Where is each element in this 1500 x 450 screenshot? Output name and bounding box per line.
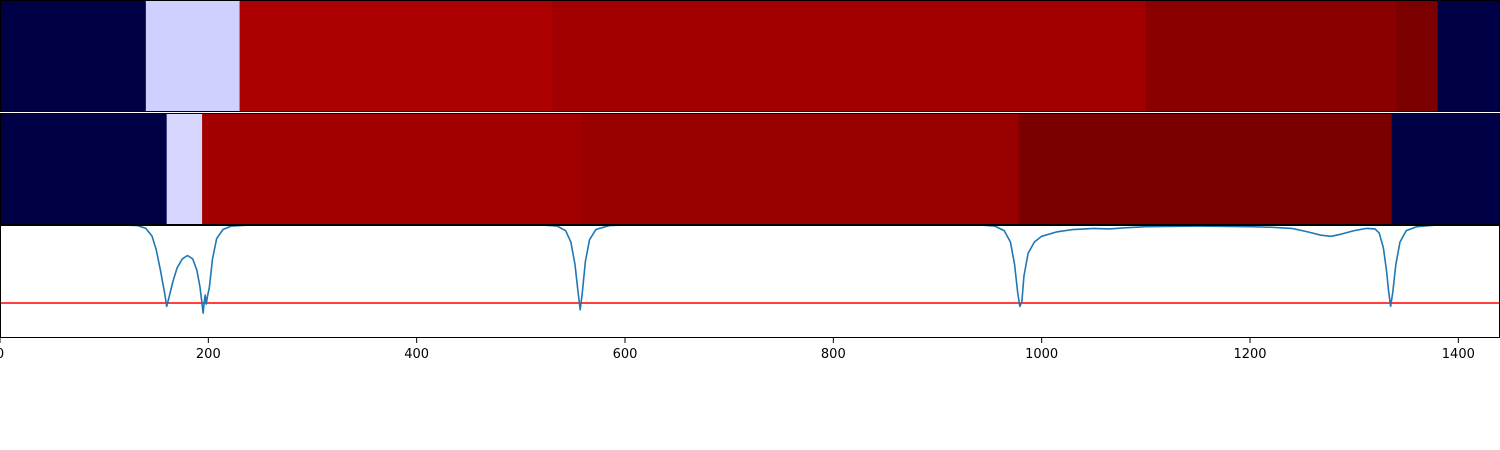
x-tick-label: 1400 bbox=[1442, 347, 1475, 362]
heatmap-cell bbox=[1437, 0, 1500, 112]
heatmap-row-1 bbox=[0, 0, 1500, 112]
x-tick-label: 800 bbox=[821, 347, 846, 362]
x-tick-label: 400 bbox=[404, 347, 429, 362]
x-tick-label: 1000 bbox=[1025, 347, 1058, 362]
heatmap-cell bbox=[581, 113, 1020, 225]
heatmap-rows bbox=[0, 0, 1500, 225]
heatmap-cell bbox=[145, 0, 241, 112]
x-tick-label: 200 bbox=[196, 347, 221, 362]
heatmap-row-2 bbox=[0, 113, 1500, 225]
heatmap-cell bbox=[239, 0, 553, 112]
x-axis: 0 200 400 600 800 1000 1200 1400 bbox=[0, 338, 1475, 362]
panel-frame bbox=[0, 225, 1500, 338]
heatmap-cell bbox=[1018, 113, 1393, 225]
heatmap-cell bbox=[1145, 0, 1397, 112]
heatmap-cell bbox=[202, 113, 582, 225]
heatmap-cell bbox=[0, 0, 147, 112]
line-panel bbox=[0, 224, 1500, 314]
heatmap-cell bbox=[1395, 0, 1438, 112]
heatmap-cell bbox=[0, 113, 168, 225]
heatmap-cell bbox=[166, 113, 203, 225]
heatmap-cell bbox=[1391, 113, 1500, 225]
x-tick-label: 1200 bbox=[1233, 347, 1266, 362]
heatmap-cell bbox=[552, 0, 1147, 112]
x-tick-label: 600 bbox=[613, 347, 638, 362]
series-line bbox=[0, 224, 1500, 314]
x-tick-label: 0 bbox=[0, 347, 4, 362]
